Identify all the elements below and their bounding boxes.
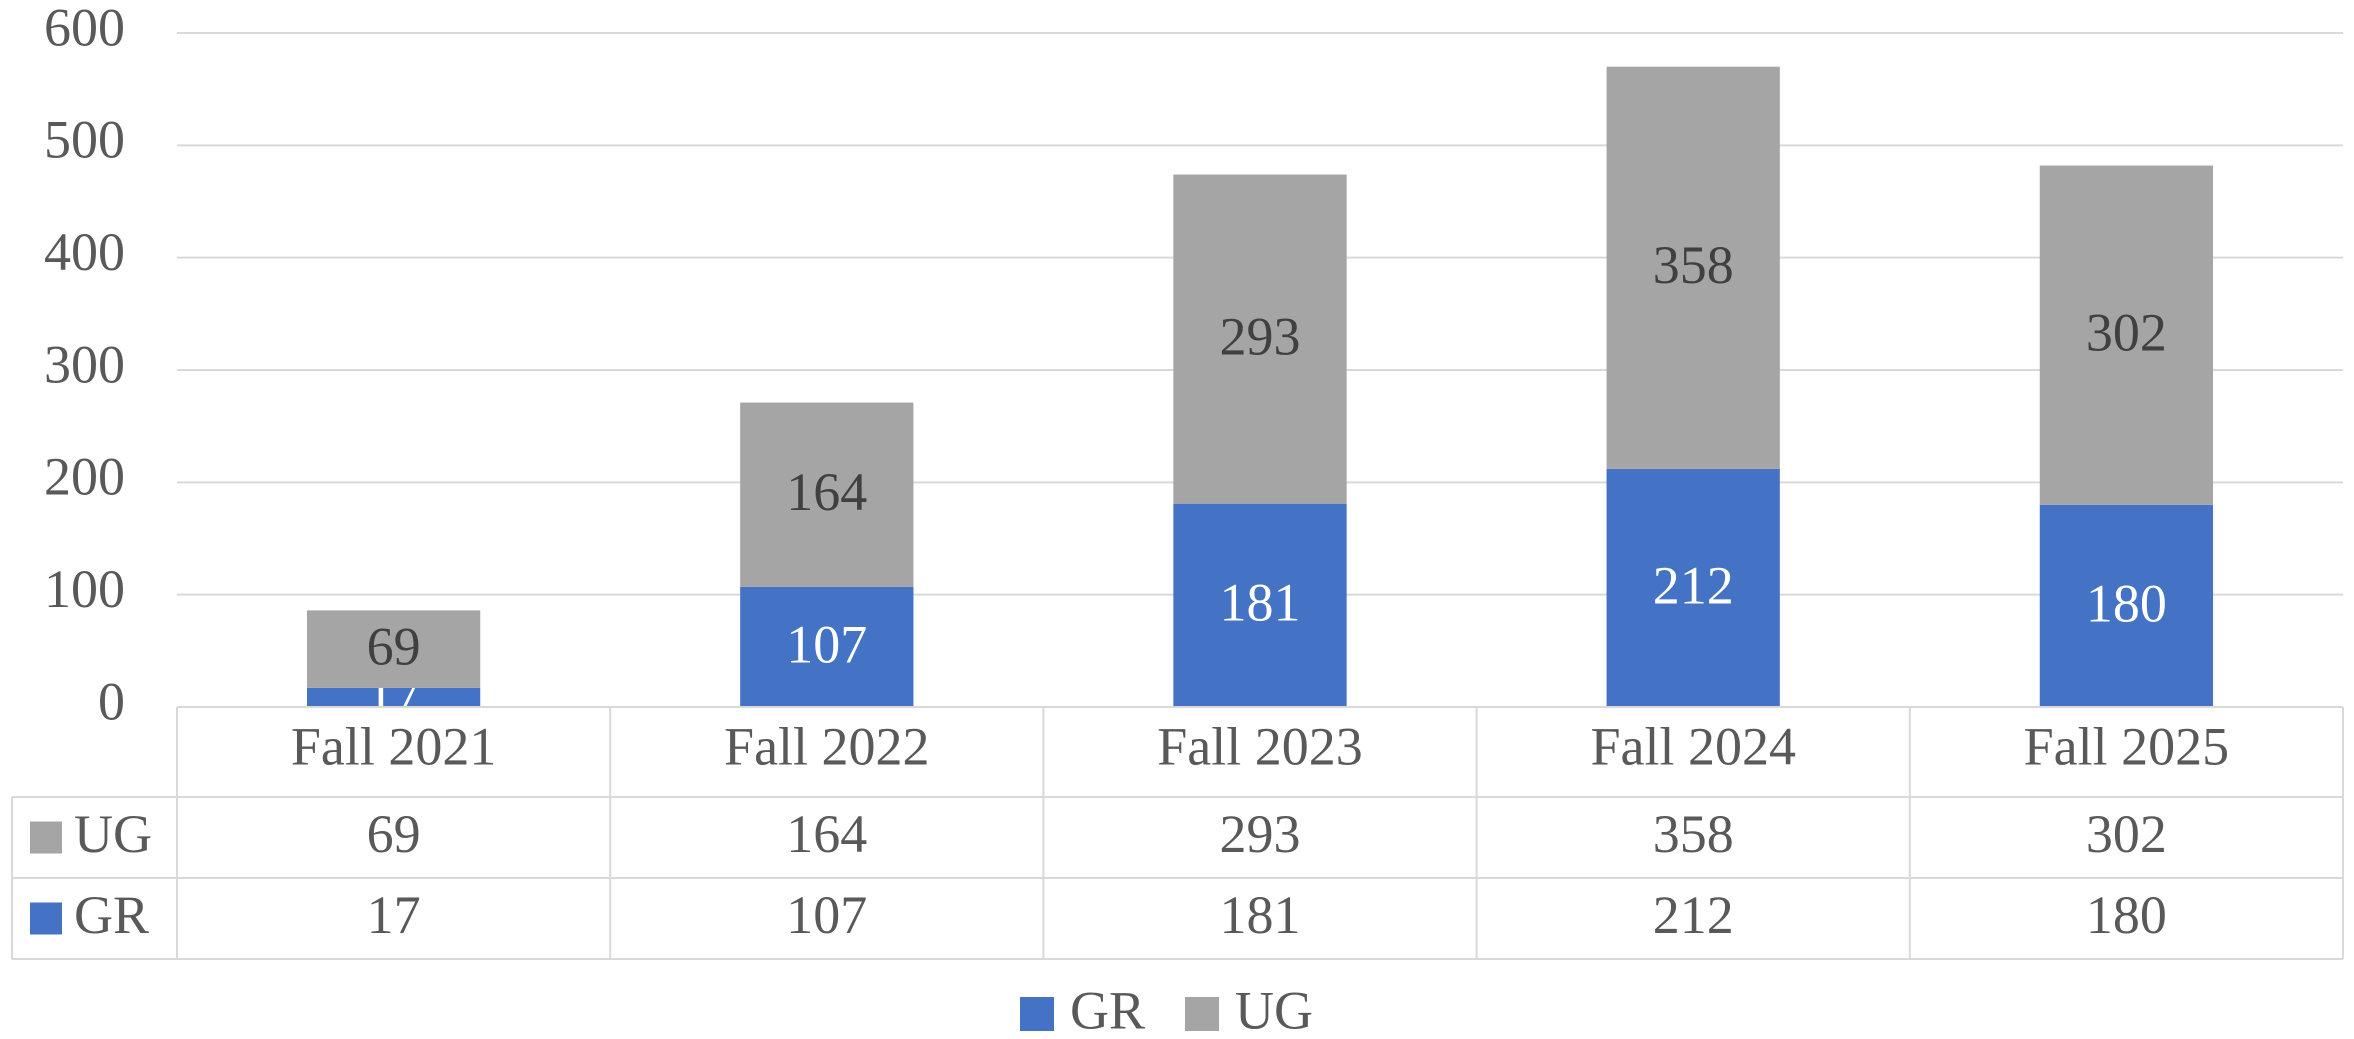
data-label: 181 xyxy=(1220,573,1301,633)
table-row-label: UG xyxy=(74,804,152,864)
bar-segment xyxy=(740,402,914,587)
table-cell: 107 xyxy=(786,885,867,945)
table-legend-key xyxy=(30,902,62,935)
legend-key xyxy=(1020,997,1054,1031)
y-tick-label: 400 xyxy=(44,222,125,282)
legend-label: UG xyxy=(1235,980,1313,1039)
bar-segment xyxy=(1606,468,1780,707)
legend-label: GR xyxy=(1070,980,1145,1039)
table-cell: 69 xyxy=(367,804,421,864)
bar-segment xyxy=(1606,66,1780,469)
x-tick-label: Fall 2021 xyxy=(291,716,497,776)
table-row-label: GR xyxy=(74,885,149,945)
data-label: 69 xyxy=(367,617,421,677)
y-tick-label: 500 xyxy=(44,110,125,170)
bar-segment xyxy=(2039,165,2214,505)
bar-segment xyxy=(306,687,481,707)
data-label: 180 xyxy=(2086,573,2167,633)
bar-segment xyxy=(1173,503,1347,707)
y-tick-label: 100 xyxy=(44,559,125,619)
table-cell: 293 xyxy=(1220,804,1301,864)
data-label: 302 xyxy=(2086,303,2167,363)
table-cell: 17 xyxy=(367,885,421,945)
bar-segment xyxy=(2039,504,2214,707)
bar-segment xyxy=(306,610,481,688)
table-legend-key xyxy=(30,821,62,854)
data-label: 107 xyxy=(786,614,867,674)
x-tick-label: Fall 2023 xyxy=(1157,716,1363,776)
legend-key xyxy=(1185,997,1220,1031)
y-tick-label: 600 xyxy=(44,0,125,57)
data-label: 358 xyxy=(1653,235,1734,295)
bar-segment xyxy=(1173,174,1347,504)
table-cell: 180 xyxy=(2086,885,2167,945)
x-tick-label: Fall 2022 xyxy=(724,716,930,776)
table-cell: 302 xyxy=(2086,804,2167,864)
x-tick-label: Fall 2024 xyxy=(1590,716,1796,776)
x-tick-label: Fall 2025 xyxy=(2024,716,2230,776)
y-tick-label: 0 xyxy=(98,671,125,731)
table-cell: 164 xyxy=(786,804,867,864)
y-tick-label: 200 xyxy=(44,447,125,507)
table-cell: 181 xyxy=(1220,885,1301,945)
table-cell: 212 xyxy=(1653,885,1734,945)
bar-segment xyxy=(740,586,914,707)
data-label: 293 xyxy=(1220,306,1301,366)
table-cell: 358 xyxy=(1653,804,1734,864)
y-tick-label: 300 xyxy=(44,334,125,394)
data-label: 212 xyxy=(1653,555,1734,615)
data-label: 164 xyxy=(786,462,867,522)
